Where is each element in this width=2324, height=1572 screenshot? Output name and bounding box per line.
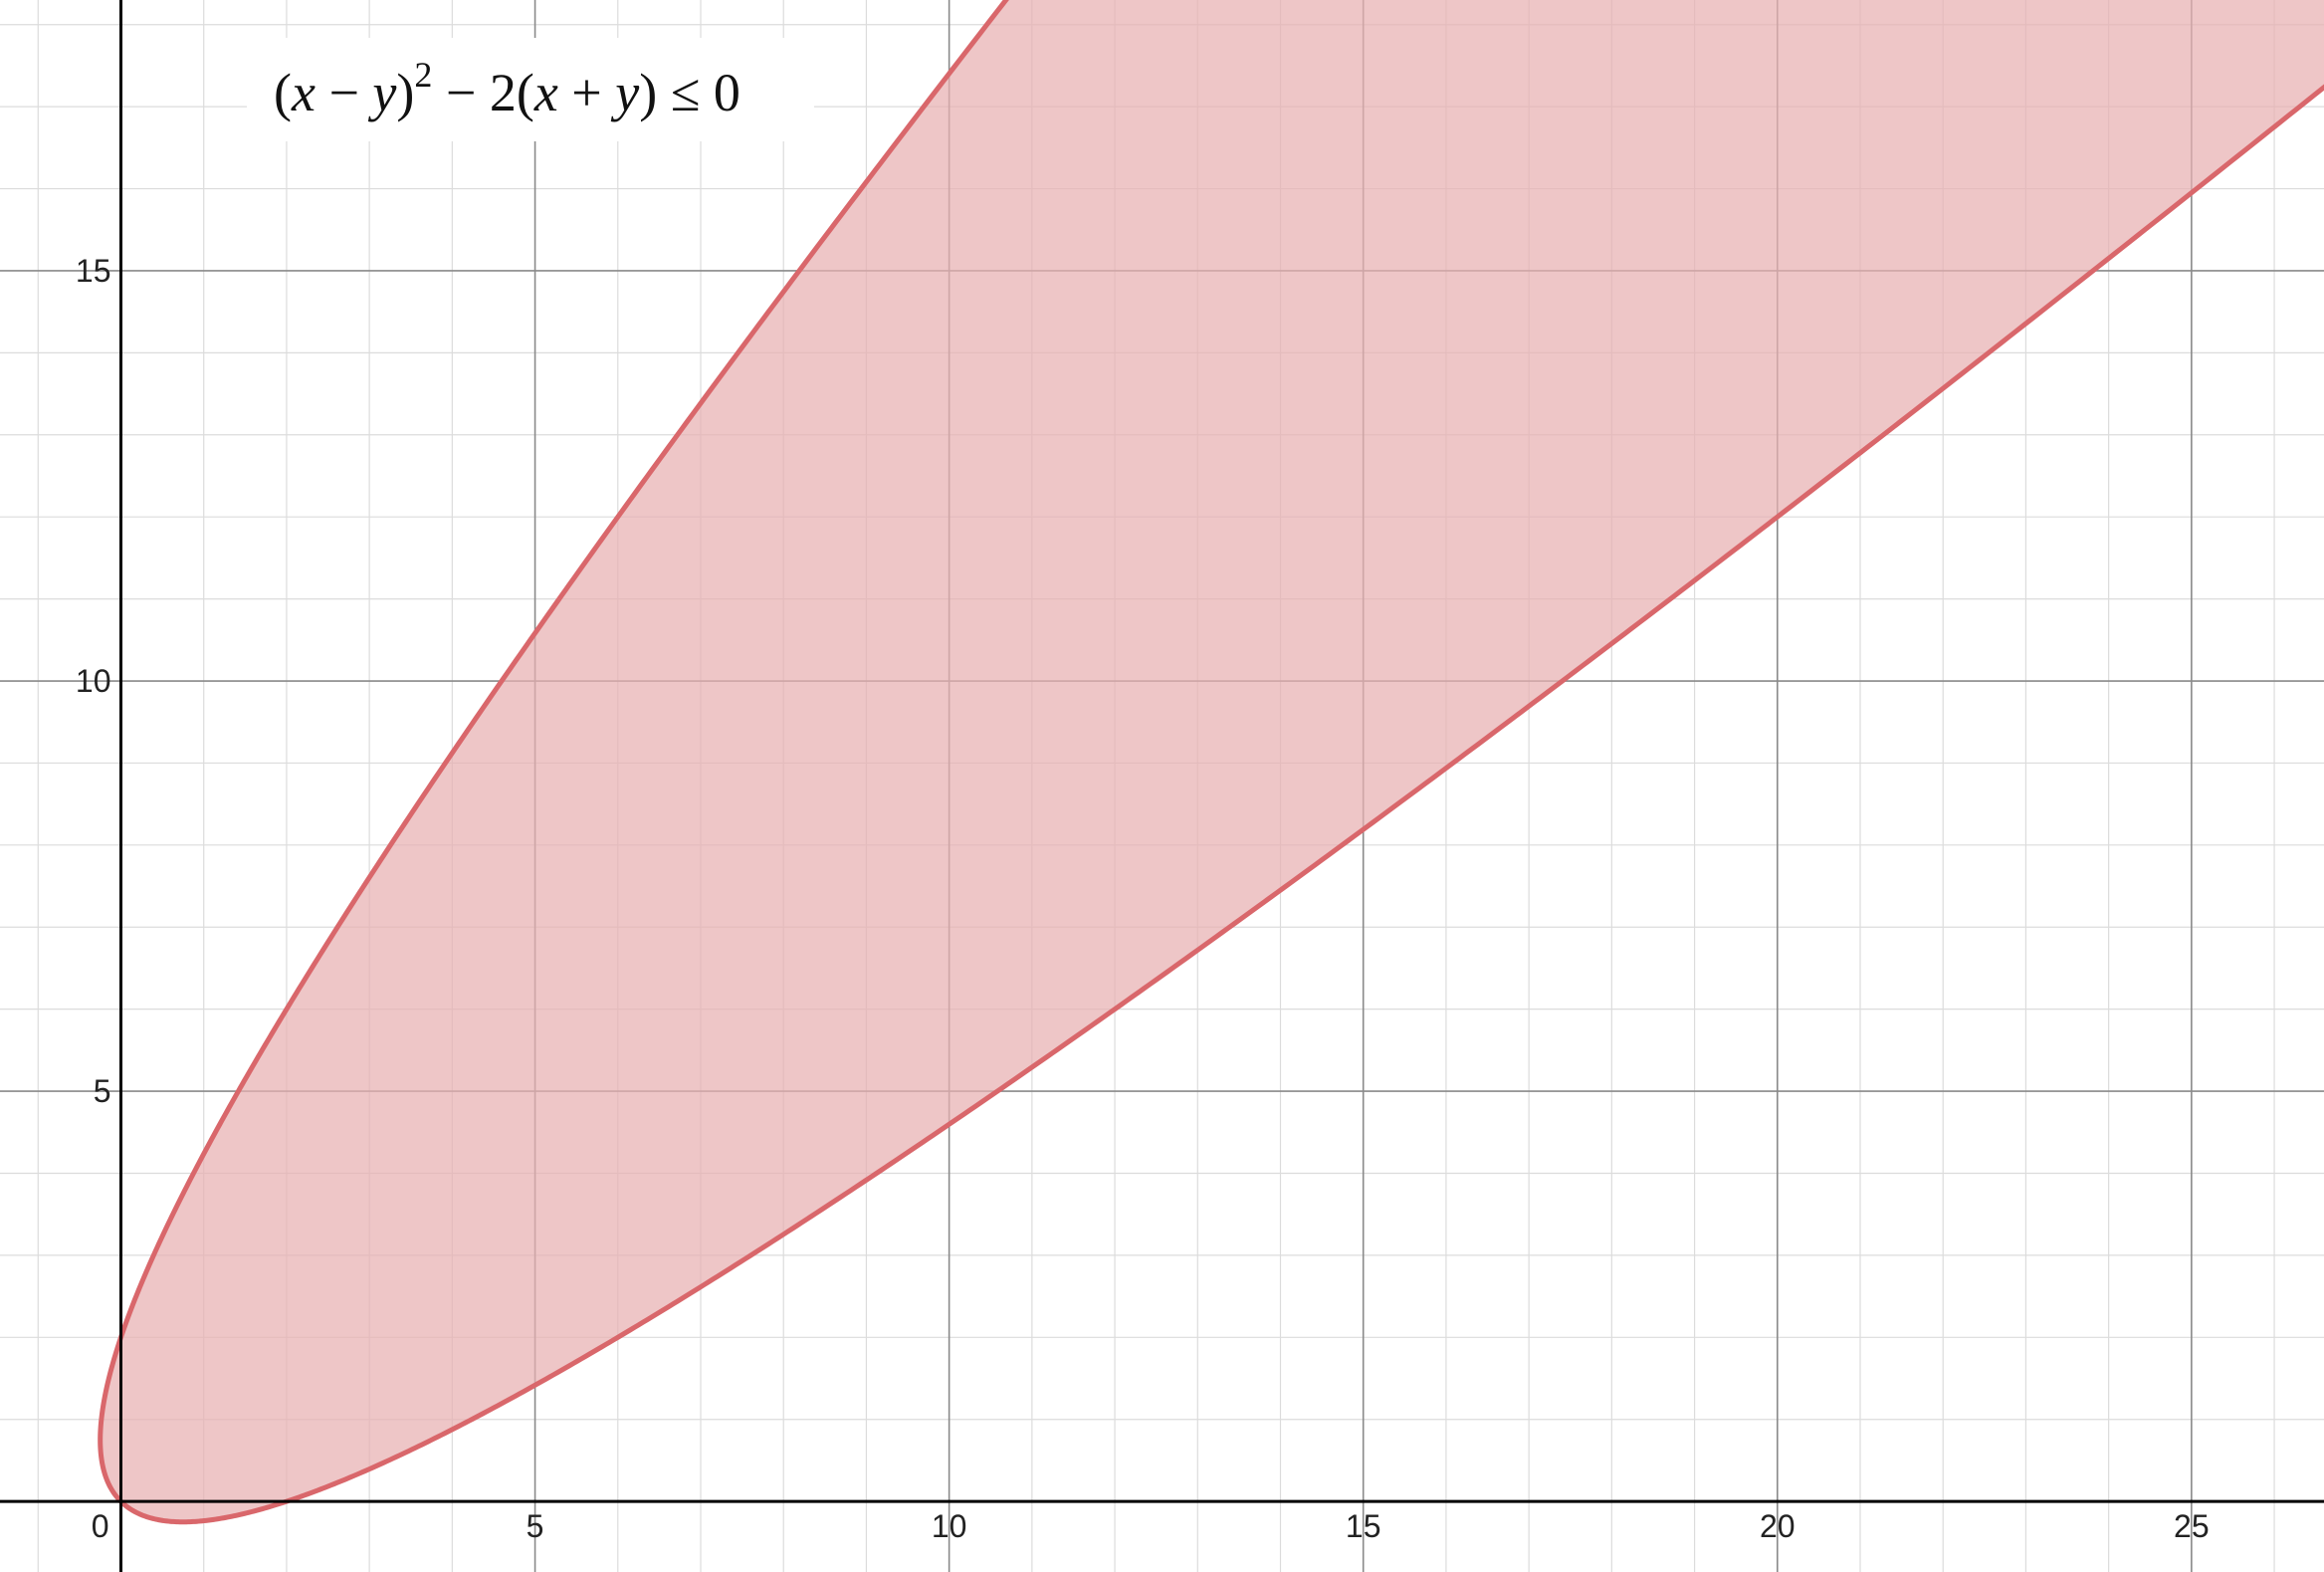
y-tick-label: 15 <box>76 253 111 289</box>
y-tick-label: 5 <box>94 1073 111 1109</box>
region-layer <box>98 0 2324 1525</box>
x-tick-label: 25 <box>2174 1508 2210 1544</box>
x-tick-label: 15 <box>1346 1508 1381 1544</box>
formula-box <box>247 38 814 141</box>
x-tick-label: 10 <box>932 1508 967 1544</box>
x-tick-label: 20 <box>1760 1508 1796 1544</box>
formula-label: (x − y)2 − 2(x + y) ≤ 0 <box>247 38 814 141</box>
formula-text: (x − y)2 − 2(x + y) ≤ 0 <box>274 55 740 122</box>
y-tick-label: 10 <box>76 663 111 699</box>
x-tick-label: 5 <box>527 1508 544 1544</box>
tick-labels: 5 10 15 20 25 5 10 15 0 <box>76 253 2210 1544</box>
origin-label: 0 <box>92 1508 109 1544</box>
region-fill <box>100 0 2324 1522</box>
